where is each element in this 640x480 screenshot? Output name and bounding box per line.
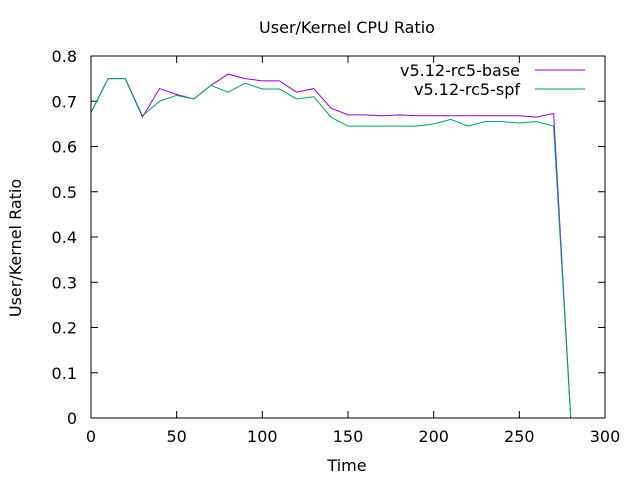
x-tick-label: 250 — [504, 427, 535, 446]
y-tick-label: 0.2 — [52, 319, 77, 338]
axis-tick-labels: 0 50 100 150 200 250 300 0 0.1 0.2 0.3 0.4 0.5 0.6 0.7… — [52, 47, 621, 446]
x-axis-label: Time — [326, 456, 366, 475]
y-tick-label: 0.3 — [52, 273, 77, 292]
y-tick-label: 0 — [67, 409, 77, 428]
axis-ticks — [90, 55, 606, 419]
x-tick-label: 100 — [247, 427, 278, 446]
legend-label-2: v5.12-rc5-spf — [414, 80, 520, 99]
series-line-2 — [90, 78, 572, 419]
y-tick-label: 0.8 — [52, 47, 77, 66]
y-tick-label: 0.7 — [52, 92, 77, 111]
x-tick-label: 0 — [86, 427, 96, 446]
chart-title: User/Kernel CPU Ratio — [259, 18, 435, 37]
plot-series — [90, 73, 572, 419]
legend-label-1: v5.12-rc5-base — [400, 61, 520, 80]
y-tick-label: 0.4 — [52, 228, 77, 247]
y-tick-label: 0.6 — [52, 138, 77, 157]
x-tick-label: 200 — [418, 427, 449, 446]
x-tick-label: 300 — [590, 427, 621, 446]
y-axis-label: User/Kernel Ratio — [6, 179, 25, 317]
x-tick-label: 150 — [333, 427, 364, 446]
plot-frame — [90, 55, 606, 419]
x-tick-label: 50 — [166, 427, 186, 446]
series-line-1 — [90, 73, 572, 419]
y-tick-label: 0.1 — [52, 364, 77, 383]
y-tick-label: 0.5 — [52, 183, 77, 202]
